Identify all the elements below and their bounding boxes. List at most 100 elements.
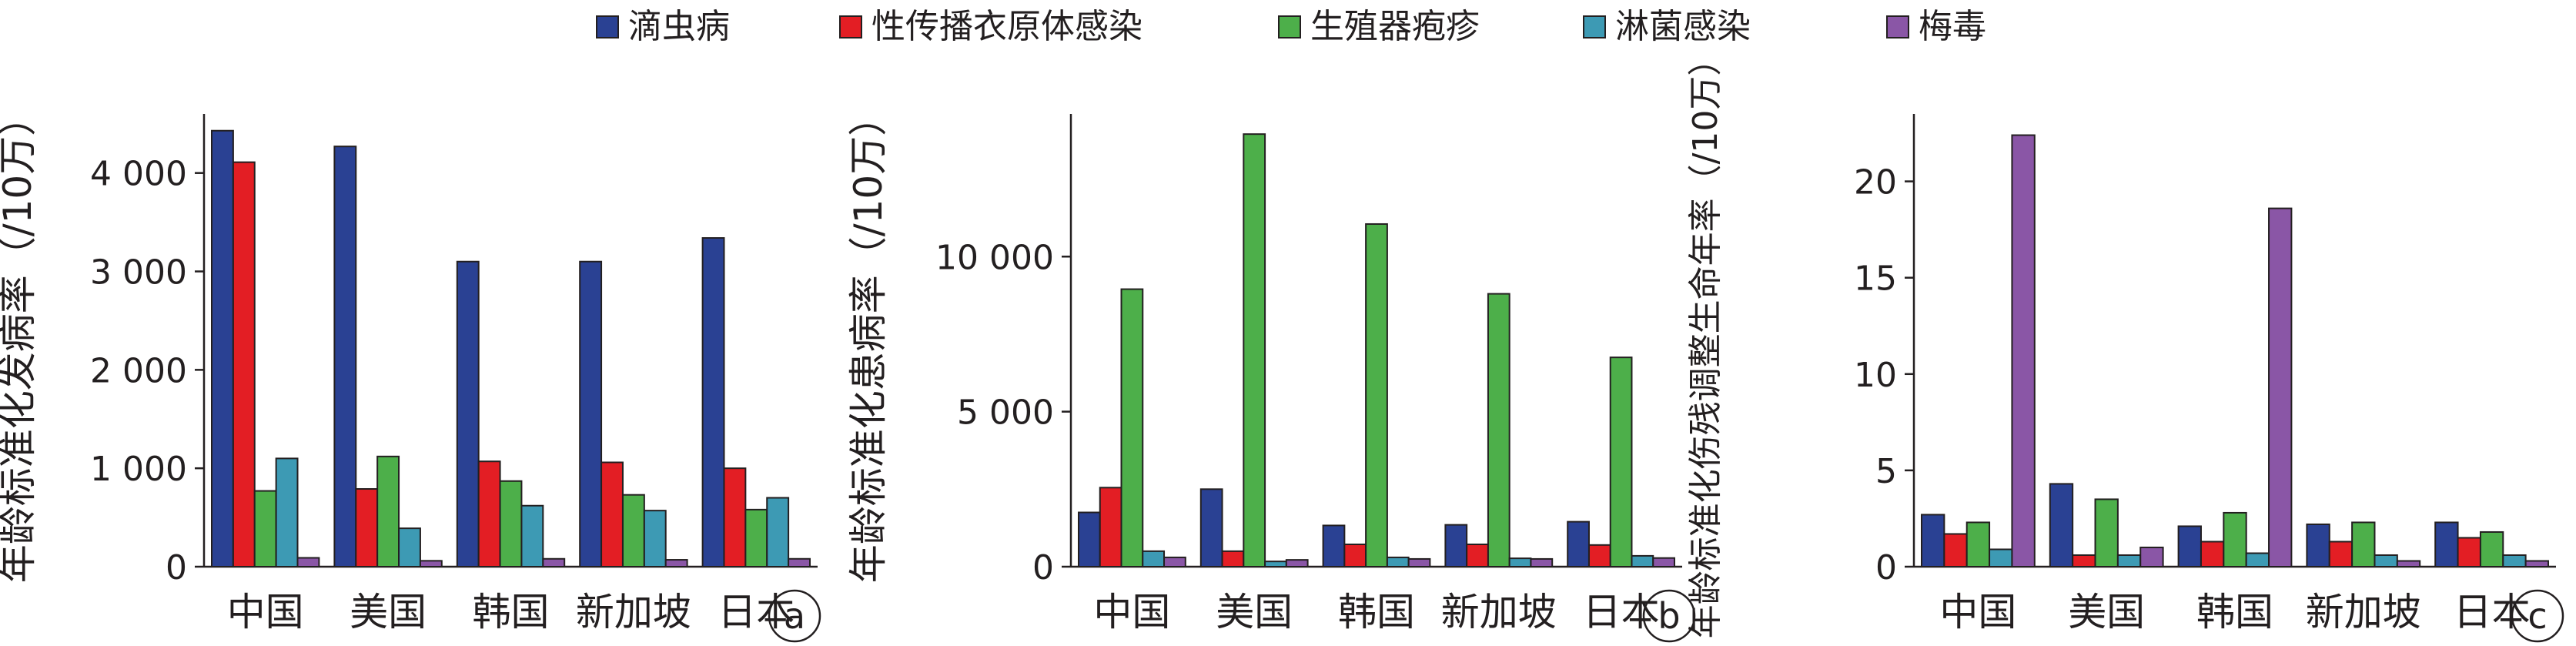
panel-label: b: [1658, 595, 1680, 637]
bar: [1567, 520, 1590, 567]
bar: [1989, 548, 2013, 567]
bar: [2434, 521, 2459, 567]
bar: [2011, 134, 2036, 568]
bar: [2200, 541, 2225, 568]
x-tick-label: 日本: [1583, 590, 1660, 634]
y-tick-label: 5 000: [957, 393, 1054, 433]
legend-item-syphilis: 梅毒: [1886, 8, 1986, 46]
bar: [2351, 521, 2376, 567]
bar: [477, 460, 501, 567]
bar: [643, 510, 667, 568]
bar: [1285, 559, 1309, 567]
bar: [579, 260, 603, 567]
x-tick-label: 美国: [350, 590, 427, 634]
bar: [253, 490, 277, 567]
bar: [2396, 560, 2421, 567]
y-axis-label: 年龄标准化患病率（/10万）: [846, 98, 891, 583]
y-tick-label: 0: [1875, 548, 1897, 587]
y-tick-label: 20: [1854, 163, 1897, 203]
bar: [456, 260, 480, 567]
y-tick-label: 4 000: [90, 155, 187, 194]
legend-label: 滴虫病: [628, 7, 730, 46]
bar: [744, 508, 768, 567]
bar: [542, 557, 566, 568]
bar: [1120, 288, 1144, 567]
legend-swatch: [839, 15, 862, 38]
legend-label: 生殖器疱疹: [1310, 7, 1480, 46]
y-tick-label: 15: [1854, 259, 1897, 299]
bar: [1099, 487, 1122, 568]
x-tick-label: 中国: [1939, 590, 2016, 634]
legend-swatch: [1886, 15, 1909, 38]
x-tick-label: 日本: [2454, 590, 2531, 634]
legend-item-genital-herpes: 生殖器疱疹: [1278, 8, 1480, 46]
x-tick-label: 新加坡: [576, 590, 691, 634]
bar: [1243, 133, 1266, 567]
bar: [2177, 525, 2202, 568]
bar: [1587, 544, 1611, 568]
bar: [1631, 554, 1654, 568]
bar: [211, 129, 234, 568]
bar: [1943, 533, 1968, 567]
bar: [2328, 541, 2354, 568]
bar: [2139, 546, 2164, 567]
bar: [1078, 511, 1101, 568]
bar: [1921, 514, 1945, 568]
bar: [2116, 554, 2142, 568]
legend-swatch: [596, 15, 619, 38]
bar: [1407, 557, 1431, 568]
bar: [1508, 557, 1532, 568]
bar: [2049, 483, 2074, 567]
bar: [376, 455, 400, 567]
x-tick-label: 中国: [1093, 590, 1170, 634]
legend-label: 梅毒: [1919, 7, 1986, 46]
x-tick-label: 新加坡: [2306, 590, 2421, 634]
bar: [419, 560, 443, 568]
bar: [1386, 556, 1410, 567]
bar: [1199, 488, 1223, 567]
panel-label-circle: [1642, 589, 1696, 643]
y-tick-label: 0: [166, 548, 187, 587]
bar: [701, 237, 725, 567]
legend-swatch: [1583, 15, 1606, 38]
panel-label-circle: [768, 589, 821, 643]
legend-item-trichomoniasis: 滴虫病: [596, 8, 730, 46]
bar: [355, 488, 379, 567]
bar: [520, 504, 544, 567]
x-tick-label: 美国: [1216, 590, 1293, 634]
bar: [1142, 550, 1166, 568]
y-tick-label: 2 000: [90, 351, 187, 390]
bar: [2094, 498, 2119, 568]
bar: [723, 467, 747, 567]
x-tick-label: 美国: [2068, 590, 2145, 634]
bar: [2306, 523, 2330, 567]
y-tick-label: 0: [1032, 548, 1054, 587]
y-tick-label: 5: [1875, 452, 1897, 491]
bar: [1365, 223, 1388, 567]
bar: [1444, 524, 1468, 567]
legend-swatch: [1278, 15, 1301, 38]
bar: [2374, 554, 2398, 568]
y-tick-label: 1 000: [90, 450, 187, 489]
legend-label: 性传播衣原体感染: [871, 7, 1142, 46]
y-tick-label: 3 000: [90, 253, 187, 293]
bar: [333, 146, 357, 567]
legend-item-gonorrhea: 淋菌感染: [1583, 8, 1751, 46]
bar: [2502, 554, 2527, 568]
bar: [1264, 561, 1287, 568]
panel-label: a: [784, 595, 805, 637]
bar: [1965, 521, 1991, 567]
bar: [621, 494, 645, 567]
x-tick-label: 韩国: [473, 590, 550, 634]
x-tick-label: 中国: [227, 590, 304, 634]
legend: 滴虫病 性传播衣原体感染 生殖器疱疹 淋菌感染 梅毒: [0, 0, 2576, 54]
bar: [2479, 531, 2504, 568]
bar: [2223, 511, 2247, 568]
bar: [1221, 550, 1245, 568]
bar: [1322, 524, 1346, 567]
x-tick-label: 新加坡: [1441, 590, 1557, 634]
bar: [1466, 544, 1489, 568]
bar: [601, 461, 624, 567]
